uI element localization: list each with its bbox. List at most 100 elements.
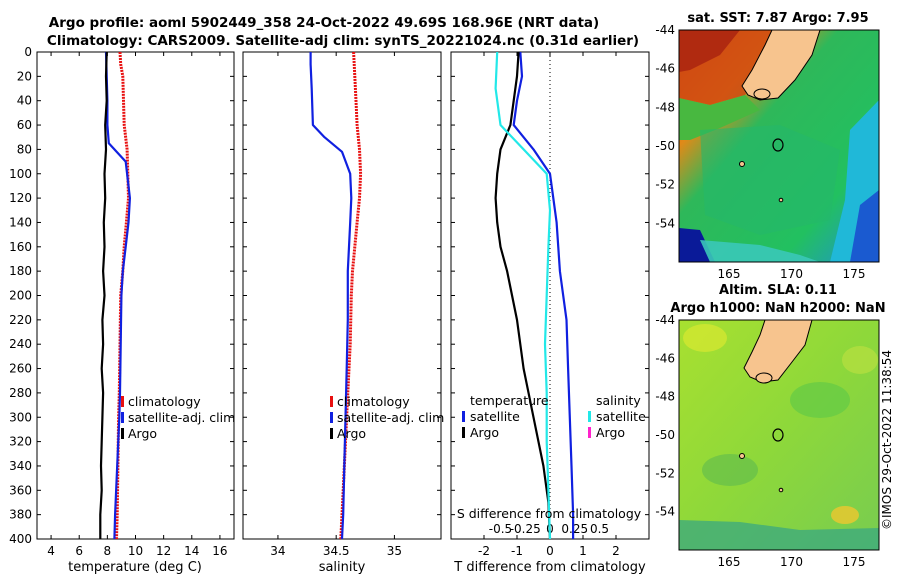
s-diff-tick-label: -0.5 [489, 522, 512, 536]
legend-label-climatology: climatology [337, 394, 410, 409]
x-tick-label: -1 [511, 544, 523, 558]
legend-label-argo: Argo [128, 426, 157, 441]
sla-map-subtitle: Argo h1000: NaN h2000: NaN [670, 301, 885, 316]
y-tick-label: 60 [17, 118, 32, 132]
sst-warm-band [679, 30, 740, 72]
map-y-tick-label: -48 [655, 390, 675, 404]
x-tick-label: 12 [156, 544, 171, 558]
land-auckland-islands [739, 161, 745, 167]
sla-patch-light [842, 346, 878, 374]
sst-cyan-south [700, 240, 820, 262]
series-argo [99, 51, 108, 539]
land-campbell-island [778, 487, 784, 493]
series-climatology [339, 51, 363, 540]
x-tick-label: 34 [270, 544, 285, 558]
series-layer [99, 51, 575, 540]
y-tick-label: 140 [9, 215, 32, 229]
s-diff-tick-label: 0.5 [590, 522, 609, 536]
map-y-tick-label: -54 [655, 216, 675, 230]
map-y-tick-label: -50 [655, 428, 675, 442]
y-tick-label: 200 [9, 289, 32, 303]
y-tick-label: 280 [9, 386, 32, 400]
legend-label-sal-satellite: satellite [596, 409, 646, 424]
sla-patch-yellow [831, 506, 859, 524]
sst-front [679, 95, 760, 140]
y-tick-label: 160 [9, 240, 32, 254]
sla-patch-green [702, 454, 758, 486]
argo-position-marker [772, 428, 784, 442]
y-tick-label: 100 [9, 167, 32, 181]
map-y-tick-label: -46 [655, 351, 675, 365]
y-tick-label: 320 [9, 435, 32, 449]
x-tick-label: 10 [128, 544, 143, 558]
y-tick-label: 120 [9, 191, 32, 205]
x-tick-label: 2 [612, 544, 620, 558]
y-tick-label: 360 [9, 483, 32, 497]
map-y-tick-label: -48 [655, 100, 675, 114]
legend-header-temperature: temperature [470, 393, 549, 408]
sst-map-title: sat. SST: 7.87 Argo: 7.95 [687, 11, 868, 26]
map-y-tick-label: -52 [655, 466, 675, 480]
axes-layer: 0204060801001201401601802002202402602803… [9, 23, 865, 569]
imos-credit: ©IMOS 29-Oct-2022 11:38:54 [880, 350, 894, 530]
y-tick-label: 380 [9, 508, 32, 522]
legend-label-argo: Argo [337, 426, 366, 441]
legend-swatch-climatology [330, 396, 333, 407]
legend-swatch-satellite [121, 412, 124, 423]
land-stewart-island [755, 372, 773, 384]
map-y-tick-label: -52 [655, 178, 675, 192]
land-stewart-island [753, 88, 771, 100]
map-y-tick-label: -44 [655, 23, 675, 37]
legend-swatch-argo [330, 428, 333, 439]
legend-label-temp-satellite: satellite [470, 409, 520, 424]
map-y-tick-label: -44 [655, 313, 675, 327]
sla-map-frame [678, 319, 880, 551]
legend-label-satellite: satellite-adj. clim [337, 410, 444, 425]
salinity-panel-frame [242, 51, 442, 540]
sla-map [679, 320, 879, 550]
s-diff-tick-label: 0.25 [561, 522, 588, 536]
legend-label-climatology: climatology [128, 394, 201, 409]
x-tick-label: 1 [579, 544, 587, 558]
x-tick-label: 4 [47, 544, 55, 558]
legend-swatch-climatology [121, 396, 124, 407]
sst-blue-sw [679, 228, 715, 262]
s-difference-axis-label: S difference from climatology [457, 506, 642, 521]
legend-header-salinity: salinity [596, 393, 641, 408]
legend-swatch-argo [121, 428, 124, 439]
series-temperature-argo [494, 51, 552, 540]
difference-legend: temperature satellite Argo salinity sate… [462, 393, 646, 440]
map-y-tick-label: -54 [655, 505, 675, 519]
legend-label-satellite: satellite-adj. clim [128, 410, 235, 425]
land-new-zealand [741, 30, 821, 101]
legend-label-temp-argo: Argo [470, 425, 499, 440]
y-tick-label: 180 [9, 264, 32, 278]
legend-swatch-temp-argo [462, 427, 465, 438]
figure-title-line1: Argo profile: aoml 5902449_358 24-Oct-20… [49, 15, 599, 31]
series-climatology [115, 51, 130, 540]
sst-blue-east [850, 190, 879, 262]
series-satellite-adj-clim [104, 51, 131, 540]
x-tick-label: 0 [546, 544, 554, 558]
y-tick-label: 340 [9, 459, 32, 473]
y-tick-label: 0 [24, 45, 32, 59]
sla-band-teal [679, 520, 879, 550]
legend-swatch-temp-satellite [462, 411, 465, 422]
sst-map-frame [678, 29, 880, 263]
y-tick-label: 80 [17, 142, 32, 156]
sla-patch-green [790, 382, 850, 418]
map-x-tick-label: 170 [780, 267, 803, 281]
s-diff-tick-label: -0.25 [510, 522, 541, 536]
x-tick-label: 35 [387, 544, 402, 558]
sst-map [679, 30, 879, 262]
land-auckland-islands [739, 453, 745, 459]
map-y-tick-label: -50 [655, 139, 675, 153]
argo-position-marker [772, 138, 784, 152]
x-tick-label: -2 [478, 544, 490, 558]
y-tick-label: 240 [9, 337, 32, 351]
map-x-tick-label: 165 [718, 267, 741, 281]
temperature-axis-label: temperature (deg C) [68, 560, 202, 575]
legend-swatch-sal-argo [588, 427, 591, 438]
temperature-legend: climatology satellite-adj. clim Argo [121, 394, 235, 441]
land-campbell-island [778, 197, 784, 203]
